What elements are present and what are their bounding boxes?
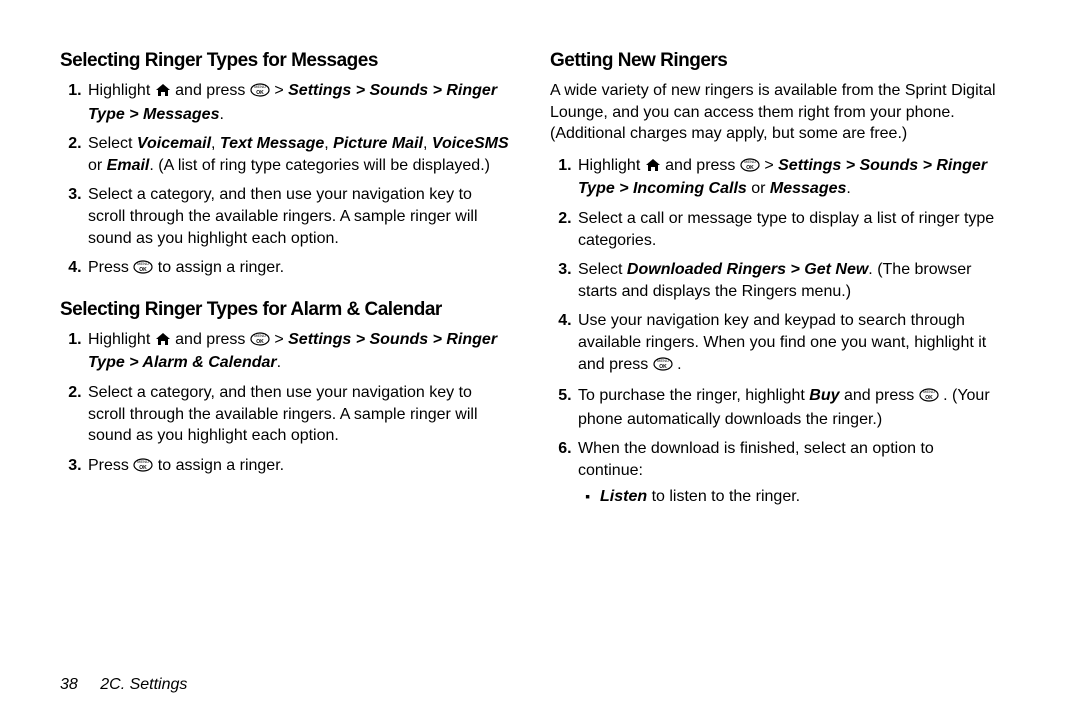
step: Select a category, and then use your nav… <box>86 382 510 447</box>
step: Press MENUOK to assign a ringer. <box>86 455 510 479</box>
ok-icon: MENUOK <box>653 356 673 378</box>
page-number: 38 <box>60 676 78 693</box>
step: Select a call or message type to display… <box>576 208 1000 251</box>
step: To purchase the ringer, highlight Buy an… <box>576 385 1000 430</box>
svg-text:MENU: MENU <box>923 389 935 394</box>
step: Press MENUOK to assign a ringer. <box>86 257 510 281</box>
ok-icon: MENUOK <box>133 259 153 281</box>
section-label: 2C. Settings <box>100 676 187 693</box>
step: Use your navigation key and keypad to se… <box>576 310 1000 377</box>
steps-alarm: Highlight and press MENUOK > Settings > … <box>60 329 510 479</box>
step: Select a category, and then use your nav… <box>86 184 510 249</box>
intro-text: A wide variety of new ringers is availab… <box>550 80 1000 145</box>
ok-icon: MENUOK <box>740 157 760 179</box>
svg-text:OK: OK <box>925 395 933 401</box>
svg-text:OK: OK <box>256 339 264 345</box>
heading-new-ringers: Getting New Ringers <box>550 50 1000 72</box>
ok-icon: MENUOK <box>250 331 270 353</box>
step: Highlight and press MENUOK > Settings > … <box>576 155 1000 200</box>
heading-ringer-messages: Selecting Ringer Types for Messages <box>60 50 510 72</box>
svg-text:MENU: MENU <box>254 333 266 338</box>
home-icon <box>155 82 171 104</box>
svg-text:OK: OK <box>746 165 754 171</box>
svg-text:MENU: MENU <box>657 358 669 363</box>
heading-ringer-alarm: Selecting Ringer Types for Alarm & Calen… <box>60 299 510 321</box>
svg-text:OK: OK <box>140 465 148 471</box>
bullet: Listen to listen to the ringer. <box>598 486 1000 508</box>
home-icon <box>155 331 171 353</box>
svg-text:OK: OK <box>140 267 148 273</box>
step: Select Voicemail, Text Message, Picture … <box>86 133 510 176</box>
svg-text:MENU: MENU <box>254 84 266 89</box>
svg-text:OK: OK <box>659 364 667 370</box>
ok-icon: MENUOK <box>133 457 153 479</box>
home-icon <box>645 157 661 179</box>
step: When the download is finished, select an… <box>576 438 1000 507</box>
step: Highlight and press MENUOK > Settings > … <box>86 329 510 374</box>
svg-text:MENU: MENU <box>137 261 149 266</box>
ok-icon: MENUOK <box>919 387 939 409</box>
step: Select Downloaded Ringers > Get New. (Th… <box>576 259 1000 302</box>
ok-icon: MENUOK <box>250 82 270 104</box>
sub-bullets: Listen to listen to the ringer. <box>578 486 1000 508</box>
svg-text:MENU: MENU <box>744 159 756 164</box>
page-footer: 38 2C. Settings <box>60 676 187 694</box>
svg-text:MENU: MENU <box>137 459 149 464</box>
steps-messages: Highlight and press MENUOK > Settings > … <box>60 80 510 281</box>
step: Highlight and press MENUOK > Settings > … <box>86 80 510 125</box>
steps-new-ringers: Highlight and press MENUOK > Settings > … <box>550 155 1000 507</box>
svg-text:OK: OK <box>256 90 264 96</box>
